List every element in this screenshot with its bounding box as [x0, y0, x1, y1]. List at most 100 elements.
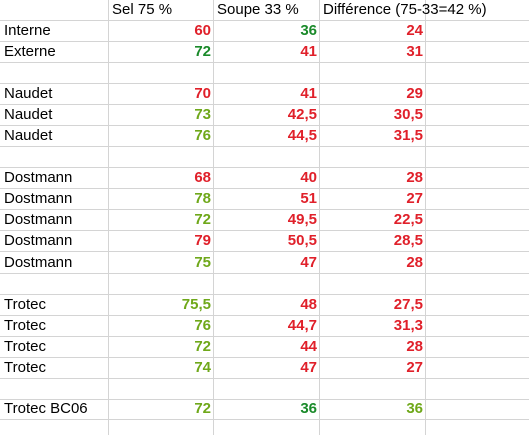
row-label-cell[interactable]: Trotec: [4, 317, 46, 334]
row-label-cell[interactable]: Naudet: [4, 85, 53, 102]
table-row: Trotec 72 44 28: [0, 337, 529, 358]
sel-value-cell[interactable]: 72: [194, 338, 211, 355]
sel-value-cell[interactable]: 75,5: [181, 296, 211, 313]
sel-value-cell[interactable]: 70: [194, 85, 211, 102]
row-label-cell[interactable]: Dostmann: [4, 190, 73, 207]
soupe-value-cell[interactable]: [214, 379, 320, 399]
soupe-value-cell[interactable]: 50,5: [287, 232, 317, 249]
sel-value-cell[interactable]: 75: [194, 254, 211, 271]
soupe-value-cell[interactable]: 47: [300, 359, 317, 376]
sel-value-cell[interactable]: [109, 379, 214, 399]
sel-value-cell[interactable]: 73: [194, 106, 211, 123]
row-label-cell[interactable]: Interne: [4, 22, 51, 39]
sel-value-cell[interactable]: 78: [194, 190, 211, 207]
difference-value-cell[interactable]: [320, 274, 426, 294]
row-label-cell[interactable]: Dostmann: [4, 211, 73, 228]
table-row: Trotec 74 47 27: [0, 358, 529, 379]
soupe-value-cell[interactable]: 48: [300, 296, 317, 313]
table-row: Dostmann 75 47 28: [0, 253, 529, 274]
row-label-cell[interactable]: Dostmann: [4, 169, 73, 186]
difference-value-cell[interactable]: 31,5: [393, 127, 423, 144]
difference-value-cell[interactable]: [320, 379, 426, 399]
soupe-value-cell[interactable]: [214, 63, 320, 83]
empty-row: [0, 147, 529, 168]
table-row: Trotec 76 44,7 31,3: [0, 316, 529, 337]
difference-value-cell[interactable]: 36: [406, 400, 423, 417]
soupe-value-cell[interactable]: 44: [300, 338, 317, 355]
row-label-cell[interactable]: Naudet: [4, 127, 53, 144]
sel-value-cell[interactable]: 72: [194, 211, 211, 228]
header-cell-difference[interactable]: Différence (75-33=42 %): [323, 1, 487, 18]
row-label-cell[interactable]: [4, 274, 108, 294]
soupe-value-cell[interactable]: [214, 147, 320, 167]
difference-value-cell[interactable]: 31,3: [393, 317, 423, 334]
sel-value-cell[interactable]: [109, 147, 214, 167]
soupe-value-cell[interactable]: 36: [300, 22, 317, 39]
sel-value-cell[interactable]: [109, 274, 214, 294]
row-label-cell[interactable]: Dostmann: [4, 232, 73, 249]
soupe-value-cell[interactable]: [214, 274, 320, 294]
header-cell-sel[interactable]: Sel 75 %: [112, 1, 173, 18]
soupe-value-cell[interactable]: 49,5: [287, 211, 317, 228]
row-label-cell[interactable]: Naudet: [4, 106, 53, 123]
difference-value-cell[interactable]: 27,5: [393, 296, 423, 313]
soupe-value-cell[interactable]: 42,5: [287, 106, 317, 123]
sel-value-cell[interactable]: 68: [194, 169, 211, 186]
table-row: Dostmann 68 40 28: [0, 168, 529, 189]
difference-value-cell[interactable]: [320, 63, 426, 83]
difference-value-cell[interactable]: 22,5: [393, 211, 423, 228]
table-row: Naudet 76 44,5 31,5: [0, 126, 529, 147]
difference-value-cell[interactable]: 29: [406, 85, 423, 102]
sel-value-cell[interactable]: 74: [194, 359, 211, 376]
sel-value-cell[interactable]: 76: [194, 317, 211, 334]
sel-value-cell[interactable]: 79: [194, 232, 211, 249]
soupe-value-cell[interactable]: 41: [300, 85, 317, 102]
difference-value-cell[interactable]: 24: [406, 22, 423, 39]
difference-value-cell[interactable]: 31: [406, 43, 423, 60]
row-label-cell[interactable]: Trotec: [4, 359, 46, 376]
soupe-value-cell[interactable]: 47: [300, 254, 317, 271]
difference-value-cell[interactable]: 27: [406, 190, 423, 207]
header-row: Sel 75 % Soupe 33 % Différence (75-33=42…: [0, 0, 529, 21]
sel-value-cell[interactable]: 72: [194, 43, 211, 60]
table-row: Interne 60 36 24: [0, 21, 529, 42]
header-cell-label[interactable]: [4, 0, 108, 20]
column-divider: [108, 0, 109, 435]
soupe-value-cell[interactable]: 41: [300, 43, 317, 60]
soupe-value-cell[interactable]: 44,5: [287, 127, 317, 144]
row-label-cell[interactable]: Dostmann: [4, 254, 73, 271]
soupe-value-cell[interactable]: 36: [300, 400, 317, 417]
column-divider: [425, 0, 426, 435]
row-label-cell[interactable]: [4, 379, 108, 399]
row-label-cell[interactable]: Trotec: [4, 296, 46, 313]
difference-value-cell[interactable]: 28: [406, 338, 423, 355]
row-label-cell[interactable]: Externe: [4, 43, 56, 60]
difference-value-cell[interactable]: 30,5: [393, 106, 423, 123]
difference-value-cell[interactable]: 28: [406, 169, 423, 186]
table-row: Externe 72 41 31: [0, 42, 529, 63]
difference-value-cell[interactable]: 27: [406, 359, 423, 376]
difference-value-cell[interactable]: 28: [406, 254, 423, 271]
sel-value-cell[interactable]: 76: [194, 127, 211, 144]
table-row: Naudet 70 41 29: [0, 84, 529, 105]
empty-row: [0, 274, 529, 295]
row-label-cell[interactable]: Trotec: [4, 338, 46, 355]
table-row: Trotec 75,5 48 27,5: [0, 295, 529, 316]
table-row: Dostmann 78 51 27: [0, 189, 529, 210]
sel-value-cell[interactable]: 60: [194, 22, 211, 39]
sel-value-cell[interactable]: 72: [194, 400, 211, 417]
table-row: Dostmann 79 50,5 28,5: [0, 231, 529, 252]
soupe-value-cell[interactable]: 40: [300, 169, 317, 186]
table-row: Naudet 73 42,5 30,5: [0, 105, 529, 126]
row-label-cell[interactable]: [4, 63, 108, 83]
sel-value-cell[interactable]: [109, 63, 214, 83]
soupe-value-cell[interactable]: 44,7: [287, 317, 317, 334]
difference-value-cell[interactable]: 28,5: [393, 232, 423, 249]
table-row: Trotec BC06 72 36 36: [0, 399, 529, 420]
column-divider: [213, 0, 214, 435]
header-cell-soupe[interactable]: Soupe 33 %: [217, 1, 299, 18]
row-label-cell[interactable]: [4, 147, 108, 167]
row-label-cell[interactable]: Trotec BC06: [4, 400, 88, 417]
difference-value-cell[interactable]: [320, 147, 426, 167]
soupe-value-cell[interactable]: 51: [300, 190, 317, 207]
